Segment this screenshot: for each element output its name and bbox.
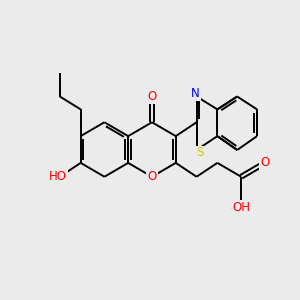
Text: S: S: [196, 146, 203, 160]
Text: HO: HO: [49, 170, 67, 183]
Text: O: O: [260, 156, 270, 170]
Text: OH: OH: [232, 201, 250, 214]
Text: O: O: [147, 90, 157, 103]
Text: N: N: [191, 87, 200, 100]
Text: O: O: [147, 170, 157, 183]
